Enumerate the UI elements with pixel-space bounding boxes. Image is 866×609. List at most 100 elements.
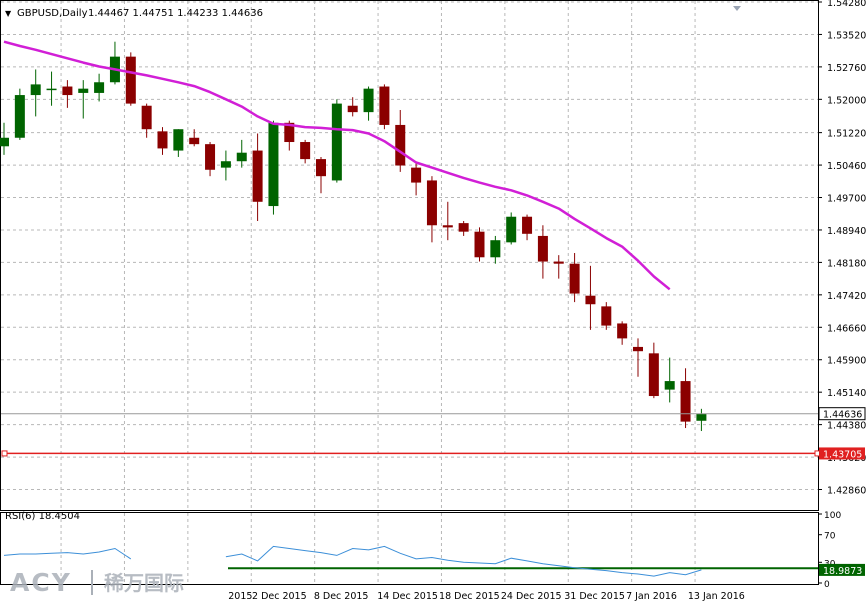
price-axis-label: 1.45900 <box>827 356 866 367</box>
price-axis-label: 1.52000 <box>827 95 866 106</box>
support-line-left-handle[interactable] <box>1 450 8 457</box>
candle <box>109 41 120 85</box>
candle-body-bearish <box>252 150 263 202</box>
candle-body-bearish <box>347 105 358 113</box>
symbol-timeframe-label: GBPUSD,Daily <box>17 8 88 19</box>
rsi-axis-label: 100 <box>824 511 841 521</box>
candle-body-bullish <box>78 88 89 93</box>
candle <box>601 302 612 330</box>
candle-body-bullish <box>664 381 675 390</box>
candle-body-bearish <box>125 56 136 104</box>
time-axis-label: 14 Dec 2015 <box>377 591 438 602</box>
candle-body-bearish <box>585 295 596 305</box>
rsi-current-tag <box>819 563 865 576</box>
main-panel-frame <box>0 0 819 511</box>
candle-body-bullish <box>46 88 57 91</box>
candle <box>569 253 580 303</box>
price-axis-label: 1.46660 <box>827 323 866 334</box>
support-level-tag <box>819 447 865 460</box>
candle-body-bearish <box>680 381 691 422</box>
candle-body-bearish <box>442 225 453 228</box>
candle <box>537 225 548 279</box>
candle-body-bullish <box>490 240 501 258</box>
candle-body-bearish <box>300 142 311 160</box>
chart-background <box>0 0 819 585</box>
collapse-arrow-icon[interactable]: ▼ <box>5 9 12 18</box>
price-axis-label: 1.42860 <box>827 486 866 497</box>
candle-body-bearish <box>411 167 422 183</box>
acy-watermark: ACY 稀万国际 <box>10 568 184 597</box>
rsi-indicator-label: RSI(6) 18.4504 <box>5 511 80 522</box>
candle-body-bearish <box>633 346 643 352</box>
watermark-cn: 稀万国际 <box>104 571 184 595</box>
price-axis-label: 1.51220 <box>827 129 866 140</box>
candle <box>94 73 105 102</box>
time-axis-label: 7 Jan 2016 <box>626 591 677 602</box>
rsi-current-label: 18.9873 <box>823 566 862 577</box>
candle <box>62 80 73 108</box>
candle-body-bearish <box>395 124 406 166</box>
current-price-tag <box>818 407 866 421</box>
candle <box>680 368 691 429</box>
candle-body-bearish <box>379 86 390 125</box>
candle <box>458 220 469 236</box>
candle <box>268 120 279 215</box>
candle-body-bullish <box>220 161 231 168</box>
candle-body-bullish <box>30 84 41 96</box>
candle <box>506 212 517 245</box>
price-axis-label: 1.53520 <box>827 30 866 41</box>
candle-body-bearish <box>474 231 485 258</box>
ohlc-values: 1.44467 1.44751 1.44233 1.44636 <box>88 8 263 19</box>
candle <box>220 150 231 181</box>
time-axis-label: 24 Dec 2015 <box>501 591 562 602</box>
time-axis-label: 8 Dec 2015 <box>314 591 369 602</box>
rsi-line <box>3 547 132 560</box>
candle <box>442 201 453 241</box>
candle-body-bearish <box>553 261 564 264</box>
candle-body-bearish <box>62 86 73 96</box>
candle <box>395 110 406 172</box>
price-axis-label: 1.50460 <box>827 161 866 172</box>
candle <box>426 176 437 243</box>
candle-body-bearish <box>157 131 168 149</box>
price-axis-label: 1.45140 <box>827 388 866 399</box>
time-axis-label: 2 Dec 2015 <box>252 591 307 602</box>
candle-body-bullish <box>363 88 374 113</box>
candle <box>490 235 501 264</box>
candle <box>553 255 564 279</box>
candle-body-bearish <box>537 235 548 262</box>
candle <box>347 97 358 117</box>
candle-body-bearish <box>458 223 469 232</box>
candle-body-bullish <box>94 82 105 93</box>
candle <box>617 321 628 345</box>
price-axis-label: 1.48180 <box>827 258 866 269</box>
candle <box>300 139 311 164</box>
rsi-line-group <box>3 545 702 577</box>
price-axis-label: 1.54280 <box>827 0 866 9</box>
candle <box>141 103 152 138</box>
price-axis-label: 1.44380 <box>827 421 866 432</box>
price-axis-label: 1.47420 <box>827 291 866 302</box>
candle-body-bearish <box>284 122 295 143</box>
price-axis-label: 1.49700 <box>827 194 866 205</box>
current-price-label: 1.44636 <box>823 410 862 421</box>
candle-body-bearish <box>189 137 200 145</box>
candle <box>189 129 200 147</box>
candle-body-bullish <box>331 103 342 181</box>
candle <box>78 80 89 119</box>
chart-shift-marker-icon[interactable] <box>733 6 741 11</box>
candle <box>648 342 659 399</box>
candle <box>633 338 643 377</box>
rsi-axis-label: 0 <box>824 580 830 590</box>
support-level-label: 1.43705 <box>823 449 862 460</box>
candle <box>379 84 390 130</box>
candle <box>316 156 326 194</box>
candle <box>474 227 485 262</box>
candle <box>664 357 675 403</box>
time-axis-label: 31 Dec 2015 <box>564 591 625 602</box>
candle <box>205 142 216 177</box>
candle-body-bearish <box>648 353 659 397</box>
time-axis-label: 2015 <box>228 591 252 602</box>
candle <box>236 139 247 168</box>
